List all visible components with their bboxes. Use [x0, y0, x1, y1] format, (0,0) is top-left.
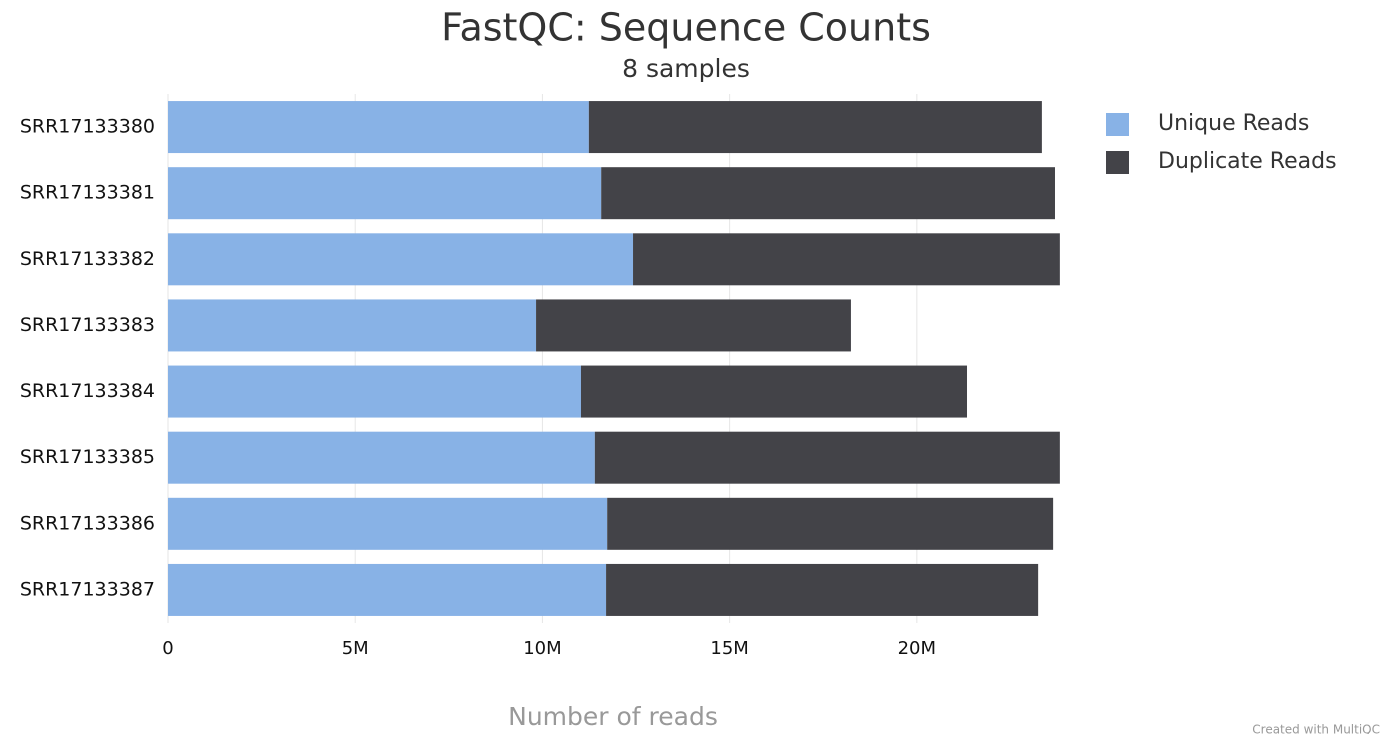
bar [168, 365, 581, 418]
bar [633, 233, 1060, 286]
y-tick-label: SRR17133382 [20, 248, 155, 270]
y-tick-label: SRR17133384 [20, 380, 155, 402]
legend-swatch [1106, 113, 1129, 136]
y-tick-label: SRR17133381 [20, 182, 155, 204]
y-tick-label: SRR17133386 [20, 512, 155, 534]
bar [607, 497, 1054, 550]
bar [168, 101, 589, 154]
credit: Created with MultiQC [1252, 723, 1380, 735]
legend-label: Duplicate Reads [1158, 149, 1337, 174]
legend-label: Unique Reads [1158, 111, 1309, 136]
y-tick-label: SRR17133380 [20, 116, 155, 138]
x-axis-title: Number of reads [508, 702, 718, 731]
bar [168, 233, 634, 286]
chart-subtitle: 8 samples [622, 54, 750, 83]
y-tick-label: SRR17133387 [20, 578, 155, 600]
bar [168, 431, 595, 484]
x-tick-label: 15M [710, 638, 748, 659]
bar [606, 563, 1039, 616]
bar [168, 167, 602, 220]
legend-swatch [1106, 151, 1129, 174]
bar [601, 167, 1055, 220]
chart-title: FastQC: Sequence Counts [441, 6, 931, 50]
bar [168, 497, 608, 550]
bar [580, 365, 968, 418]
bar [588, 101, 1042, 154]
x-tick-label: 10M [523, 638, 561, 659]
bar [536, 299, 851, 352]
y-tick-label: SRR17133385 [20, 446, 155, 468]
bar [168, 563, 607, 616]
x-tick-label: 5M [342, 638, 369, 659]
bar [594, 431, 1060, 484]
bar [168, 299, 537, 352]
x-tick-label: 0 [162, 638, 173, 659]
y-tick-label: SRR17133383 [20, 314, 155, 336]
x-tick-label: 20M [898, 638, 936, 659]
